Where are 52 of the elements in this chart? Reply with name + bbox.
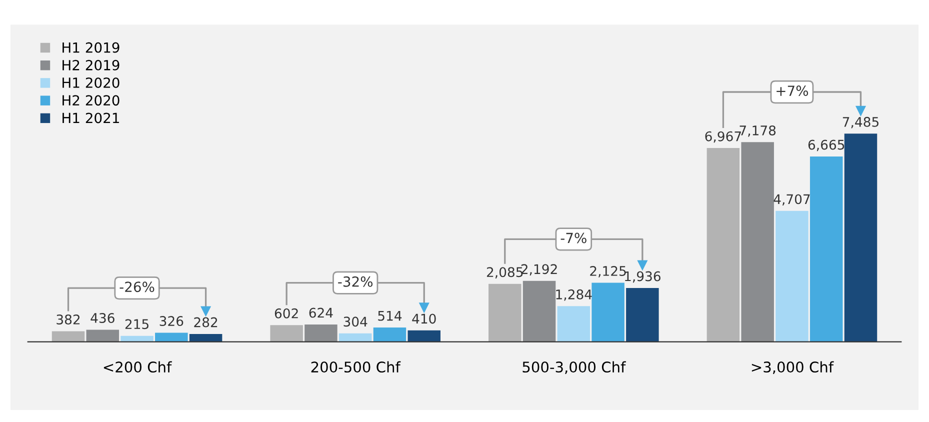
bar: [488, 284, 522, 342]
legend-label: H2 2020: [62, 95, 120, 106]
data-label: 602: [274, 308, 298, 318]
bar: [522, 280, 556, 342]
data-label: 215: [125, 319, 148, 330]
bar: [706, 148, 740, 342]
data-label: 4,707: [774, 194, 810, 206]
data-label: 2,125: [590, 266, 626, 278]
bar: [741, 142, 774, 342]
data-label: 2,085: [486, 267, 523, 278]
bar: [626, 288, 659, 342]
bar: [776, 210, 808, 342]
x-tick-label: >3,000 Chf: [752, 361, 834, 374]
bar: [844, 134, 878, 342]
legend-label: H1 2020: [62, 78, 120, 88]
bar: [408, 330, 440, 342]
data-label: 304: [344, 316, 368, 327]
data-label: 624: [309, 308, 333, 318]
bar: [557, 306, 590, 342]
x-tick-label: 500-3,000 Chf: [522, 361, 626, 374]
data-label: 6,967: [705, 131, 741, 143]
data-label: 514: [378, 310, 402, 321]
data-label: 436: [90, 312, 114, 323]
annotation: -26%: [120, 282, 154, 292]
bar: [304, 324, 338, 342]
data-label: 6,665: [808, 140, 844, 152]
x-tick-label: 200-500 Chf: [311, 361, 401, 373]
legend-label: H1 2021: [62, 112, 119, 124]
x-tick-label: <200 Chf: [104, 361, 172, 373]
bar: [270, 325, 303, 342]
data-label: 2,192: [521, 264, 557, 276]
text: +7%: [776, 86, 808, 96]
data-label: 410: [412, 314, 436, 324]
bar: [86, 330, 120, 342]
data-label: 7,178: [740, 125, 776, 137]
bar: [52, 331, 85, 342]
annotation: -32%: [338, 276, 373, 287]
data-label: 282: [194, 317, 218, 328]
legend-label: H2 2019: [62, 60, 120, 70]
data-label: 1,936: [624, 271, 660, 283]
bar: [189, 334, 222, 342]
bar: [338, 333, 372, 342]
data-label: 382: [56, 314, 80, 324]
data-label: 7,485: [842, 116, 878, 128]
annotation: -7%: [560, 232, 586, 244]
bar: [120, 336, 154, 342]
bar: [810, 156, 843, 342]
legend-label: H1 2019: [62, 42, 120, 53]
bar: [592, 282, 624, 342]
bar: [155, 332, 188, 342]
bar: [373, 328, 406, 342]
data-label: 326: [160, 316, 184, 326]
